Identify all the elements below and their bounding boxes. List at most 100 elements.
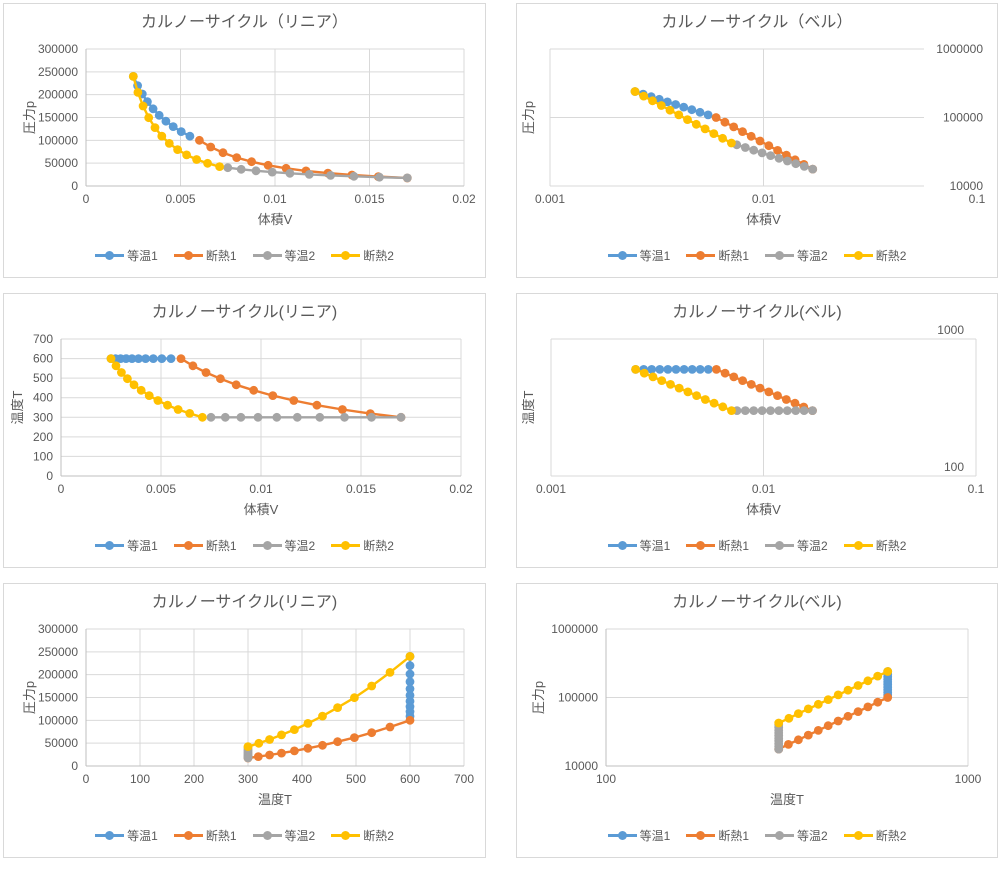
plot-area: 0.001 0.01 0.1 10000 100000 1000000 体積V 圧力p — [517, 35, 997, 233]
axis-text: 50000 — [45, 156, 79, 170]
axis-text: 0 — [58, 482, 65, 496]
data-point — [268, 391, 278, 400]
series-adiabat1 — [243, 715, 415, 763]
data-point — [671, 365, 681, 374]
legend-marker-adiabat1 — [173, 831, 203, 840]
data-point — [657, 376, 667, 385]
data-point — [243, 742, 253, 751]
legend-dot-isotherm2 — [775, 831, 784, 840]
axis-lines — [85, 49, 464, 187]
data-point — [148, 104, 158, 114]
data-point — [350, 733, 359, 742]
legend-label-isotherm2: 等温2 — [284, 829, 316, 843]
data-point — [405, 652, 415, 661]
panel-pv-linear[interactable]: カルノーサイクル（リニア） 0 0.005 0.01 0.015 0.02 0 50000 1… — [3, 3, 486, 278]
chart-title: カルノーサイクル(ベル) — [672, 594, 842, 611]
data-point — [154, 110, 164, 120]
plot-area: 100 1000 10000 100000 1000000 温度T 圧力p — [517, 615, 997, 813]
axis-text: 0.015 — [346, 482, 376, 496]
data-point — [679, 365, 689, 374]
data-point — [265, 735, 274, 744]
panel-tv-log[interactable]: カルノーサイクル(ベル) 0.001 0.01 0.1 100 1000 体積V 温度T 等… — [516, 293, 998, 568]
legend-item-adiabat1: 断熱1 — [173, 537, 237, 554]
series-adiabat2 — [128, 72, 225, 171]
data-point — [223, 163, 233, 173]
data-point — [249, 385, 259, 395]
legend-label-isotherm2: 等温2 — [797, 829, 828, 843]
legend-marker-isotherm2 — [252, 541, 282, 550]
legend-label-isotherm2: 等温2 — [284, 539, 316, 553]
data-point — [883, 667, 893, 676]
data-point — [176, 354, 186, 363]
data-point — [315, 412, 325, 422]
panel-tv-linear[interactable]: カルノーサイクル(リニア) 0 0.005 0.01 0.015 0.02 0 100 200… — [3, 293, 486, 568]
panel-pt-linear[interactable]: カルノーサイクル(リニア) 0 100 200 300 400 500 600 700 0 500… — [3, 583, 486, 858]
data-point — [338, 405, 347, 414]
data-point — [674, 110, 684, 120]
data-point — [236, 412, 246, 422]
data-point — [803, 730, 813, 740]
legend: 等温1 断熱1 等温2 断熱2 — [517, 247, 997, 264]
axis-text: 50000 — [45, 736, 79, 750]
legend-dot-isotherm2 — [775, 541, 784, 550]
axis-text: 1000000 — [551, 622, 598, 636]
data-point — [367, 412, 376, 422]
series-adiabat2 — [106, 354, 207, 422]
data-point — [144, 113, 154, 123]
legend-item-isotherm1: 等温1 — [95, 537, 158, 554]
data-point — [157, 131, 167, 141]
panel-pt-log[interactable]: カルノーサイクル(ベル) 100 1000 10000 100000 1000000 温度… — [516, 583, 998, 858]
data-point — [220, 412, 230, 422]
legend-label-adiabat2: 断熱2 — [875, 539, 907, 553]
data-point — [790, 398, 800, 408]
data-point — [740, 143, 750, 152]
legend-item-adiabat2: 断熱2 — [331, 247, 394, 264]
legend-marker-isotherm2 — [252, 831, 282, 840]
data-point — [683, 115, 692, 124]
data-point — [703, 365, 713, 374]
legend: 等温1 断熱1 等温2 断熱2 — [4, 247, 485, 264]
panel-pv-log[interactable]: カルノーサイクル（ベル） 0.001 0.01 0.1 10000 100000 1000… — [516, 3, 998, 278]
data-point — [783, 156, 792, 166]
axis-text: 600 — [33, 352, 53, 366]
legend-dot-adiabat1 — [696, 251, 706, 260]
data-point — [326, 171, 335, 180]
data-point — [312, 400, 322, 410]
pt-linear-canvas: 0 100 200 300 400 500 600 700 0 50000 100000 150000… — [22, 622, 474, 807]
axis-text: 100 — [33, 449, 53, 463]
data-point — [218, 148, 228, 158]
axis-text: 1000 — [937, 325, 964, 337]
data-point — [791, 406, 801, 415]
data-point — [176, 127, 186, 136]
axis-text: 150000 — [38, 691, 78, 705]
data-point — [873, 671, 883, 681]
data-point — [188, 361, 198, 371]
legend-dot-adiabat1 — [183, 831, 193, 840]
legend-item-isotherm1: 等温1 — [607, 827, 670, 844]
data-point — [267, 167, 277, 177]
data-point — [833, 716, 843, 726]
data-point — [318, 740, 327, 750]
legend-marker-isotherm1 — [95, 831, 125, 840]
legend-marker-adiabat1 — [686, 831, 716, 840]
data-point — [127, 354, 137, 363]
data-point — [251, 166, 261, 176]
x-axis-label: 体積V — [258, 212, 293, 227]
data-point — [265, 750, 274, 760]
axis-text: 200 — [33, 430, 53, 444]
data-point — [833, 690, 843, 700]
data-point — [232, 153, 242, 162]
x-axis-label: 体積V — [244, 502, 279, 517]
data-point — [182, 150, 192, 160]
data-point — [757, 148, 767, 158]
axis-text: 300 — [33, 410, 53, 424]
data-point — [853, 707, 863, 716]
series-adiabat2 — [243, 652, 415, 751]
legend-marker-isotherm1 — [607, 541, 637, 550]
legend-item-isotherm2: 等温2 — [252, 247, 315, 264]
legend-dot-adiabat2 — [853, 831, 863, 840]
data-point — [755, 383, 765, 393]
gridlines — [550, 338, 977, 477]
data-point — [253, 752, 263, 761]
